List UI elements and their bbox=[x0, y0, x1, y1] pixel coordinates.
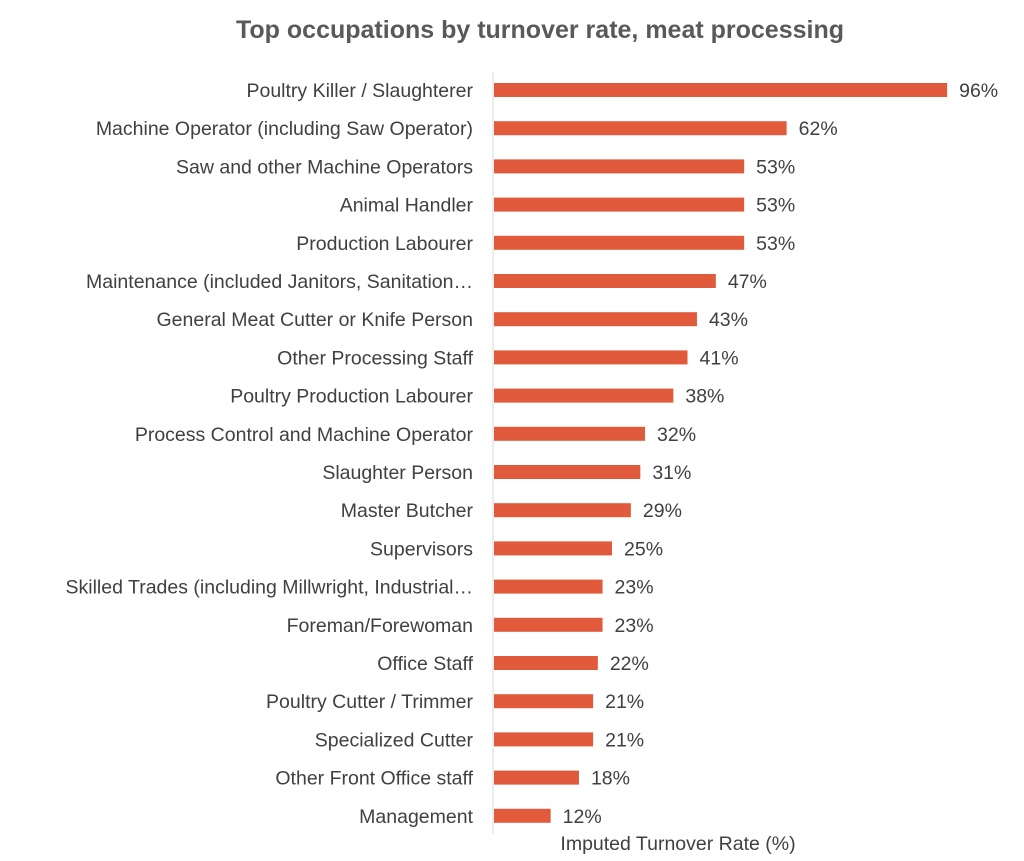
bar bbox=[494, 617, 603, 632]
x-axis-title: Imputed Turnover Rate (%) bbox=[560, 833, 795, 855]
bar bbox=[494, 808, 551, 823]
bar bbox=[494, 274, 716, 288]
bar bbox=[494, 121, 787, 136]
chart-title: Top occupations by turnover rate, meat p… bbox=[236, 16, 844, 44]
bar bbox=[494, 656, 598, 670]
value-label: 29% bbox=[643, 500, 682, 522]
category-label: Poultry Killer / Slaughterer bbox=[246, 80, 473, 102]
value-label: 41% bbox=[700, 347, 739, 369]
value-label: 18% bbox=[591, 768, 630, 790]
bar bbox=[494, 197, 745, 212]
value-label: 96% bbox=[959, 80, 998, 102]
category-label: Poultry Production Labourer bbox=[230, 386, 473, 408]
value-label: 21% bbox=[605, 691, 644, 713]
bar bbox=[494, 541, 612, 556]
category-label: Specialized Cutter bbox=[315, 729, 474, 751]
value-label: 38% bbox=[685, 386, 724, 408]
value-label: 62% bbox=[799, 118, 838, 140]
bar bbox=[494, 694, 594, 709]
category-label: Office Staff bbox=[377, 653, 473, 675]
value-label: 21% bbox=[605, 729, 644, 751]
category-label: Production Labourer bbox=[296, 233, 473, 255]
bar bbox=[494, 503, 631, 518]
bar bbox=[494, 388, 674, 403]
value-label: 23% bbox=[615, 577, 654, 599]
value-label: 47% bbox=[728, 271, 767, 293]
bar bbox=[494, 770, 579, 785]
value-label: 53% bbox=[756, 195, 795, 217]
bar bbox=[494, 312, 697, 327]
category-label: Other Processing Staff bbox=[277, 347, 473, 369]
bar bbox=[494, 350, 688, 365]
bar bbox=[494, 732, 594, 747]
bar bbox=[494, 579, 603, 594]
category-label: Machine Operator (including Saw Operator… bbox=[96, 118, 473, 140]
bar bbox=[494, 83, 948, 97]
category-label: Process Control and Machine Operator bbox=[135, 424, 474, 446]
category-label: Maintenance (included Janitors, Sanitati… bbox=[86, 271, 473, 293]
value-label: 23% bbox=[615, 615, 654, 637]
category-label: Animal Handler bbox=[340, 195, 474, 217]
category-label: Slaughter Person bbox=[322, 462, 473, 484]
bar bbox=[494, 426, 646, 441]
value-label: 25% bbox=[624, 538, 663, 560]
value-label: 31% bbox=[652, 462, 691, 484]
value-label: 53% bbox=[756, 156, 795, 178]
category-label: Poultry Cutter / Trimmer bbox=[266, 691, 473, 713]
category-label: Supervisors bbox=[370, 538, 473, 560]
category-label: Management bbox=[359, 806, 473, 828]
category-label: Other Front Office staff bbox=[275, 768, 473, 790]
category-label: Foreman/Forewoman bbox=[287, 615, 473, 637]
value-label: 22% bbox=[610, 653, 649, 675]
bars-group: Poultry Killer / Slaughterer 96% Machine O… bbox=[66, 80, 999, 828]
bar bbox=[494, 159, 745, 174]
value-label: 53% bbox=[756, 233, 795, 255]
category-label: Saw and other Machine Operators bbox=[176, 156, 473, 178]
value-label: 43% bbox=[709, 309, 748, 331]
category-label: Master Butcher bbox=[341, 500, 474, 522]
value-label: 12% bbox=[563, 806, 602, 828]
category-label: Skilled Trades (including Millwright, In… bbox=[66, 577, 474, 599]
value-label: 32% bbox=[657, 424, 696, 446]
bar bbox=[494, 235, 745, 250]
bar bbox=[494, 465, 641, 479]
category-label: General Meat Cutter or Knife Person bbox=[157, 309, 474, 331]
